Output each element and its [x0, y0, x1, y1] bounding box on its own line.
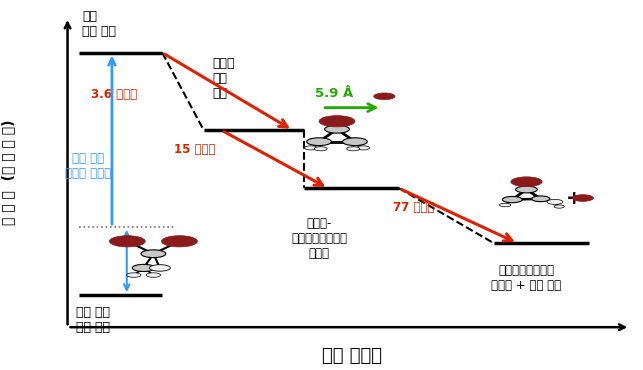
Text: 공진 강화
다광자 이온화: 공진 강화 다광자 이온화 [65, 152, 111, 180]
Ellipse shape [374, 93, 395, 100]
Ellipse shape [356, 146, 370, 150]
Text: 중성 분자
바닥 상태: 중성 분자 바닥 상태 [77, 306, 111, 334]
Text: 이온
여기 상태: 이온 여기 상태 [82, 10, 116, 38]
Ellipse shape [161, 236, 197, 247]
Text: 15 피코초: 15 피코초 [174, 143, 215, 156]
Ellipse shape [314, 147, 327, 151]
Ellipse shape [511, 177, 542, 186]
Ellipse shape [343, 138, 367, 145]
Ellipse shape [516, 186, 538, 193]
Ellipse shape [547, 199, 563, 204]
Text: 반응 좌표계: 반응 좌표계 [322, 347, 382, 364]
Text: 에 너 지  (전 자 볼 트): 에 너 지 (전 자 볼 트) [1, 120, 15, 225]
Text: 3.6 피코초: 3.6 피코초 [91, 88, 138, 101]
Text: 77 피코초: 77 피코초 [394, 201, 435, 214]
Ellipse shape [109, 236, 145, 247]
Text: +: + [566, 189, 582, 208]
Ellipse shape [572, 195, 593, 201]
Text: 아이소-
다이브로모프로판
양이온: 아이소- 다이브로모프로판 양이온 [291, 218, 347, 260]
Ellipse shape [502, 196, 522, 203]
Ellipse shape [307, 138, 331, 145]
Ellipse shape [319, 116, 355, 127]
Ellipse shape [127, 273, 141, 277]
Ellipse shape [132, 265, 155, 272]
Ellipse shape [347, 147, 360, 151]
Ellipse shape [149, 265, 170, 271]
Ellipse shape [554, 205, 565, 208]
Ellipse shape [141, 250, 166, 258]
Text: 5.9 Å: 5.9 Å [315, 87, 353, 100]
Ellipse shape [532, 196, 550, 202]
Ellipse shape [500, 203, 511, 207]
Ellipse shape [325, 125, 349, 133]
Text: 모노브로모프로판
양이온 + 브롬 원자: 모노브로모프로판 양이온 + 브롬 원자 [491, 264, 561, 292]
Text: 구조적
암흑
상태: 구조적 암흑 상태 [213, 57, 235, 100]
Ellipse shape [304, 146, 318, 150]
Ellipse shape [146, 273, 161, 277]
